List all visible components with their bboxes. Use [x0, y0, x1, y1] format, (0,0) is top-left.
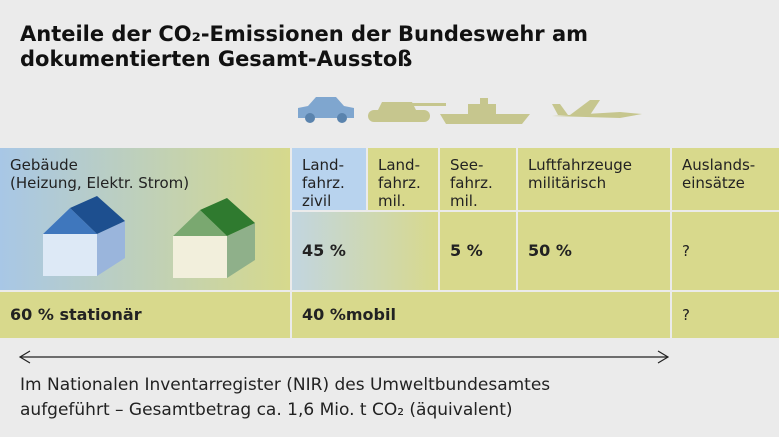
label-line: mil. — [378, 192, 428, 210]
label-line: einsätze — [682, 174, 769, 192]
label-line: Land- — [378, 156, 428, 174]
column-header: Land- fahrz. mil. — [368, 148, 438, 210]
total-cell: ? — [672, 292, 779, 338]
label-line: fahrz. — [302, 174, 356, 192]
label-line: Auslands- — [682, 156, 769, 174]
total-cell: 60 % stationär — [0, 292, 290, 338]
title: Anteile der CO₂-Emissionen der Bundesweh… — [20, 22, 588, 72]
label-line: mil. — [450, 192, 506, 210]
tank-icon — [368, 102, 446, 122]
label-line: Gebäude — [10, 156, 280, 174]
share-cell: 45 % — [292, 212, 438, 290]
title-line: dokumentierten Gesamt-Ausstoß — [20, 47, 588, 72]
footnote-line: Im Nationalen Inventarregister (NIR) des… — [20, 373, 550, 398]
range-arrow — [18, 348, 672, 366]
share-cell: ? — [672, 212, 779, 290]
footnote-line: aufgeführt – Gesamtbetrag ca. 1,6 Mio. t… — [20, 398, 550, 423]
house-icons — [35, 196, 265, 281]
column-header: Auslands- einsätze — [672, 148, 779, 210]
label-line: fahrz. — [450, 174, 506, 192]
column-header: Land- fahrz. zivil — [292, 148, 366, 210]
label-line: fahrz. — [378, 174, 428, 192]
car-icon — [298, 97, 354, 123]
label-line: zivil — [302, 192, 356, 210]
infographic: Anteile der CO₂-Emissionen der Bundesweh… — [0, 0, 779, 437]
label-line: Land- — [302, 156, 356, 174]
share-cell: 50 % — [518, 212, 670, 290]
jet-icon — [552, 100, 642, 118]
column-header: Luftfahrzeuge militärisch — [518, 148, 670, 210]
total-cell: 40 %mobil — [292, 292, 670, 338]
label-line: militärisch — [528, 174, 660, 192]
ship-icon — [440, 98, 530, 124]
label-line: Luftfahrzeuge — [528, 156, 660, 174]
share-cell: 5 % — [440, 212, 516, 290]
label-line: See- — [450, 156, 506, 174]
column-header: See- fahrz. mil. — [440, 148, 516, 210]
buildings-cell: Gebäude (Heizung, Elektr. Strom) — [0, 148, 290, 290]
label-line: (Heizung, Elektr. Strom) — [10, 174, 280, 192]
footnote: Im Nationalen Inventarregister (NIR) des… — [20, 373, 550, 423]
title-line: Anteile der CO₂-Emissionen der Bundesweh… — [20, 22, 588, 47]
vehicle-icons — [290, 86, 670, 126]
